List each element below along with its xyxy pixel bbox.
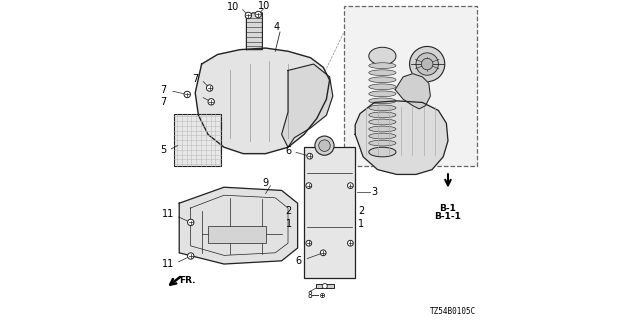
Text: 2: 2	[285, 206, 292, 216]
Polygon shape	[179, 187, 298, 264]
Ellipse shape	[369, 133, 396, 139]
Text: 9: 9	[262, 178, 269, 188]
Ellipse shape	[369, 91, 396, 97]
Ellipse shape	[369, 105, 396, 111]
Text: 11: 11	[162, 259, 174, 269]
Circle shape	[416, 53, 438, 75]
Circle shape	[207, 85, 213, 91]
Circle shape	[188, 219, 194, 226]
Text: 4: 4	[274, 22, 280, 32]
Text: 7: 7	[192, 75, 198, 84]
Circle shape	[188, 253, 194, 259]
Circle shape	[319, 140, 330, 151]
Circle shape	[315, 136, 334, 155]
Ellipse shape	[369, 126, 396, 132]
Polygon shape	[282, 64, 333, 147]
Ellipse shape	[369, 63, 396, 68]
Polygon shape	[355, 101, 448, 174]
Text: 1: 1	[358, 219, 364, 229]
Text: B-1: B-1	[440, 204, 456, 213]
Text: B-1-1: B-1-1	[435, 212, 461, 221]
Circle shape	[410, 46, 445, 82]
Text: 1: 1	[285, 219, 292, 229]
Bar	[175, 114, 221, 166]
Circle shape	[348, 240, 353, 246]
Ellipse shape	[369, 70, 396, 76]
Circle shape	[421, 58, 433, 70]
Text: 2: 2	[358, 206, 364, 216]
Polygon shape	[395, 74, 430, 109]
Circle shape	[320, 250, 326, 256]
Circle shape	[255, 11, 262, 18]
Text: 10: 10	[227, 2, 239, 12]
Text: 8—⊕: 8—⊕	[307, 291, 326, 300]
Ellipse shape	[369, 119, 396, 125]
Circle shape	[307, 153, 313, 159]
Circle shape	[306, 240, 312, 246]
Ellipse shape	[369, 147, 396, 157]
Ellipse shape	[369, 112, 396, 118]
Circle shape	[184, 91, 191, 98]
Circle shape	[208, 99, 214, 105]
Text: 10: 10	[258, 2, 270, 12]
Polygon shape	[246, 13, 262, 50]
Ellipse shape	[369, 84, 396, 90]
Ellipse shape	[369, 140, 396, 146]
Text: 6: 6	[285, 146, 292, 156]
Circle shape	[348, 183, 353, 188]
Ellipse shape	[369, 98, 396, 104]
Bar	[344, 6, 477, 166]
Ellipse shape	[369, 47, 396, 65]
Text: 7: 7	[161, 97, 167, 107]
Text: 5: 5	[161, 145, 167, 156]
Bar	[304, 147, 355, 278]
Text: FR.: FR.	[179, 276, 196, 285]
Text: 3: 3	[371, 187, 378, 197]
Text: 11: 11	[162, 209, 174, 220]
Bar	[208, 226, 266, 243]
Bar	[316, 284, 333, 288]
Circle shape	[245, 12, 252, 19]
Circle shape	[306, 183, 312, 188]
Circle shape	[322, 284, 327, 289]
Text: 7: 7	[161, 85, 167, 95]
Text: TZ54B0105C: TZ54B0105C	[430, 307, 476, 316]
Polygon shape	[195, 48, 330, 154]
Text: 6: 6	[295, 256, 301, 266]
Ellipse shape	[369, 77, 396, 83]
